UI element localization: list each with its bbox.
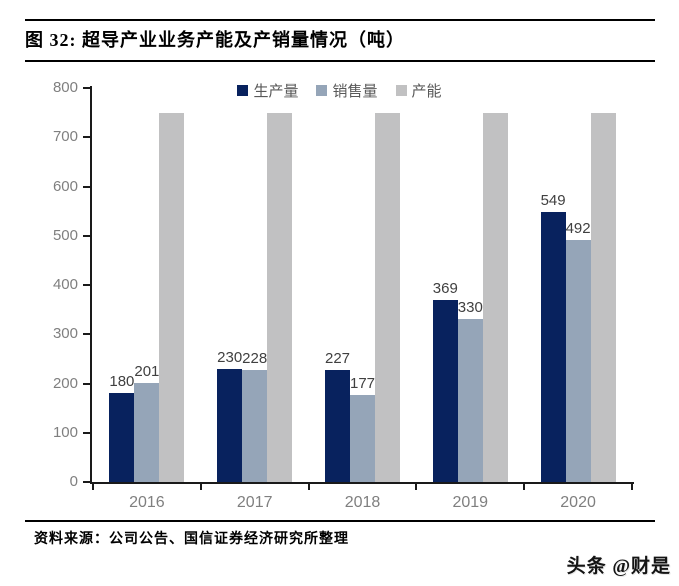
x-tick — [92, 482, 94, 490]
y-tick — [83, 234, 91, 237]
title-bottom-rule — [25, 60, 655, 62]
legend-marker-capacity — [395, 85, 407, 96]
x-axis-line — [90, 482, 634, 484]
bar-sales-2016 — [134, 383, 160, 482]
value-label-production-2017: 230 — [217, 348, 243, 366]
bar-sales-2020 — [565, 239, 591, 482]
category-label-2017: 2017 — [236, 494, 273, 511]
legend-label-sales: 销售量 — [332, 83, 378, 100]
x-tick — [523, 482, 526, 490]
chart-area: 生产量 销售量 产能 0 100 200 300 400 500 600 700 800 180 201… — [0, 66, 679, 516]
value-label-production-2020: 549 — [540, 191, 566, 209]
y-tick — [83, 431, 91, 434]
value-label-sales-2018: 177 — [349, 374, 376, 392]
y-tick-label: 800 — [52, 79, 78, 96]
value-label-production-2018: 227 — [324, 350, 351, 368]
bar-sales-2019 — [457, 319, 483, 482]
y-tick — [83, 87, 91, 89]
legend-label-production: 生产量 — [253, 83, 299, 100]
bar-sales-2017 — [242, 369, 268, 482]
value-label-sales-2019: 330 — [457, 299, 483, 317]
bar-capacity-2017 — [267, 112, 293, 482]
value-label-production-2019: 369 — [432, 280, 458, 298]
value-label-sales-2017: 228 — [242, 349, 268, 367]
y-tick-label: 200 — [52, 374, 78, 392]
y-tick — [83, 333, 91, 336]
y-tick-label: 500 — [52, 226, 78, 244]
y-tick — [83, 481, 91, 483]
bar-capacity-2018 — [375, 112, 400, 482]
y-tick — [83, 136, 91, 139]
category-label-2018: 2018 — [344, 494, 381, 511]
footer-rule — [25, 520, 655, 522]
bar-capacity-2020 — [590, 112, 616, 482]
x-tick — [307, 482, 310, 490]
legend-item-capacity: 产能 — [395, 80, 442, 101]
value-label-sales-2020: 492 — [565, 219, 591, 237]
y-tick — [83, 382, 91, 385]
legend-marker-production — [237, 85, 249, 96]
bar-production-2017 — [217, 368, 243, 482]
source-note: 资料来源：公司公告、国信证券经济研究所整理 — [34, 532, 349, 547]
y-tick-label: 600 — [52, 177, 78, 195]
category-label-2020: 2020 — [560, 494, 596, 511]
bar-capacity-2019 — [482, 112, 508, 482]
legend-item-production: 生产量 — [237, 80, 298, 101]
watermark: 头条 @财是 — [566, 556, 671, 577]
legend-item-sales: 销售量 — [316, 80, 378, 101]
y-tick — [83, 185, 91, 188]
category-label-2016: 2016 — [129, 494, 165, 511]
y-tick-label: 100 — [52, 423, 78, 441]
bar-production-2020 — [540, 211, 566, 482]
top-rule — [25, 19, 655, 21]
category-label-2019: 2019 — [452, 494, 489, 511]
legend-label-capacity: 产能 — [411, 83, 442, 100]
x-tick — [631, 482, 633, 490]
bar-capacity-2016 — [159, 112, 185, 482]
y-tick-label: 700 — [52, 128, 78, 146]
x-tick — [199, 482, 202, 490]
x-tick — [415, 482, 418, 490]
y-tick — [83, 284, 91, 286]
y-tick-label: 0 — [69, 473, 78, 490]
value-label-sales-2016: 201 — [134, 363, 160, 380]
chart-legend: 生产量 销售量 产能 — [0, 80, 679, 101]
bar-production-2019 — [432, 300, 458, 482]
figure-title: 图 32: 超导产业业务产能及产销量情况（吨） — [25, 30, 405, 50]
y-tick-label: 400 — [52, 276, 78, 293]
bar-production-2016 — [109, 393, 135, 482]
bar-sales-2018 — [350, 394, 375, 482]
bar-production-2018 — [325, 370, 350, 482]
y-tick-label: 300 — [52, 325, 78, 343]
value-label-production-2016: 180 — [109, 373, 135, 391]
y-axis-line — [90, 86, 92, 484]
legend-marker-sales — [316, 85, 328, 96]
